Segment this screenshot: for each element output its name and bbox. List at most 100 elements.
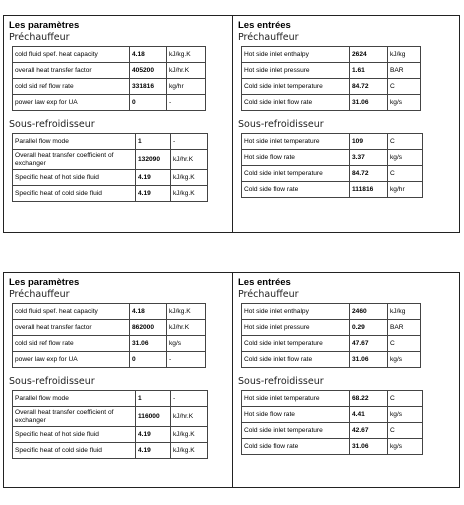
value-cell: 2460	[349, 303, 388, 320]
subcooler-table: Parallel flow mode 1- Overall heat transfe…	[12, 133, 208, 202]
value-cell: 862000	[129, 319, 167, 336]
value-cell: 0	[129, 94, 167, 111]
preheater-table: Hot side inlet enthalpy 2624 kJ/kg Hot side…	[241, 46, 421, 111]
value-cell: 111816	[349, 181, 388, 198]
unit-cell: C	[387, 390, 423, 407]
value-cell: 1	[135, 390, 171, 407]
section-title: Les paramètres	[9, 277, 80, 288]
value-cell: 4.41	[349, 406, 388, 423]
value-cell: 0.29	[349, 319, 388, 336]
unit-cell: kg/s	[387, 438, 423, 455]
group-title: Sous-refroidisseur	[9, 119, 95, 130]
label-cell: Cold side inlet temperature	[241, 422, 350, 439]
table-row: Parallel flow mode 1-	[12, 133, 208, 150]
label-cell: Cold side flow rate	[241, 438, 350, 455]
value-cell: 68.22	[349, 390, 388, 407]
inputs-section: Les entrées Préchauffeur Hot side inlet en…	[233, 273, 459, 487]
parameters-section: Les paramètres Préchauffeur cold fluid spe…	[4, 16, 233, 232]
value-cell: 47.67	[349, 335, 388, 352]
unit-cell: kJ/hr.K	[166, 62, 206, 79]
value-cell: 42.67	[349, 422, 388, 439]
label-cell: Overall heat transfer coefficient of exc…	[12, 149, 136, 170]
table-row: Cold side inlet temperature 42.67 C	[241, 422, 423, 439]
table-row: power law exp for UA 0-	[12, 94, 206, 111]
table-row: Hot side inlet enthalpy 2624 kJ/kg	[241, 46, 421, 63]
label-cell: Hot side flow rate	[241, 149, 350, 166]
unit-cell: kJ/hr.K	[170, 149, 208, 170]
label-cell: Cold side inlet temperature	[241, 165, 350, 182]
unit-cell: kg/s	[387, 406, 423, 423]
value-cell: 31.06	[349, 94, 388, 111]
unit-cell: C	[387, 422, 423, 439]
unit-cell: kg/s	[166, 335, 206, 352]
subcooler-table: Hot side inlet temperature 68.22 C Hot side…	[241, 390, 423, 455]
table-row: cold sid ref flow rate 331816 kg/hr	[12, 78, 206, 95]
label-cell: power law exp for UA	[12, 94, 130, 111]
value-cell: 109	[349, 133, 388, 150]
unit-cell: BAR	[387, 319, 421, 336]
parameters-section: Les paramètres Préchauffeur cold fluid spe…	[4, 273, 233, 487]
table-row: power law exp for UA 0-	[12, 351, 206, 368]
panel: Les paramètres Préchauffeur cold fluid spe…	[3, 272, 460, 488]
unit-cell: kJ/kg.K	[170, 169, 208, 186]
value-cell: 84.72	[349, 78, 388, 95]
label-cell: Specific heat of cold side fluid	[12, 185, 136, 202]
table-row: Hot side flow rate 4.41 kg/s	[241, 406, 423, 423]
value-cell: 0	[129, 351, 167, 368]
value-cell: 31.06	[129, 335, 167, 352]
unit-cell: kg/hr	[387, 181, 423, 198]
unit-cell: C	[387, 165, 423, 182]
table-row: Cold side inlet temperature 84.72 C	[241, 78, 421, 95]
table-row: Specific heat of hot side fluid 4.19 kJ/kg…	[12, 169, 208, 186]
preheater-table: cold fluid spef. heat capacity 4.18 kJ/kg.…	[12, 303, 206, 368]
table-row: Specific heat of hot side fluid 4.19 kJ/kg…	[12, 426, 208, 443]
group-title: Sous-refroidisseur	[238, 119, 324, 130]
unit-cell: kJ/hr.K	[166, 319, 206, 336]
table-row: Cold side flow rate 111816 kg/hr	[241, 181, 423, 198]
table-row: overall heat transfer factor 862000 kJ/hr.…	[12, 319, 206, 336]
label-cell: Specific heat of hot side fluid	[12, 426, 136, 443]
label-cell: Hot side inlet temperature	[241, 390, 350, 407]
unit-cell: -	[170, 390, 208, 407]
table-row: overall heat transfer factor 405200 kJ/hr.…	[12, 62, 206, 79]
unit-cell: BAR	[387, 62, 421, 79]
value-cell: 331816	[129, 78, 167, 95]
value-cell: 132090	[135, 149, 171, 170]
label-cell: Cold side inlet flow rate	[241, 351, 350, 368]
group-title: Sous-refroidisseur	[238, 376, 324, 387]
table-row: Specific heat of cold side fluid 4.19 kJ/k…	[12, 442, 208, 459]
table-row: Hot side inlet pressure 0.29 BAR	[241, 319, 421, 336]
value-cell: 31.06	[349, 438, 388, 455]
table-row: Cold side inlet temperature 84.72 C	[241, 165, 423, 182]
subcooler-table: Hot side inlet temperature 109 C Hot side f…	[241, 133, 423, 198]
preheater-table: cold fluid spef. heat capacity 4.18 kJ/kg.…	[12, 46, 206, 111]
unit-cell: -	[166, 94, 206, 111]
label-cell: cold fluid spef. heat capacity	[12, 303, 130, 320]
table-row: Cold side flow rate 31.06 kg/s	[241, 438, 423, 455]
table-row: Parallel flow mode 1-	[12, 390, 208, 407]
value-cell: 84.72	[349, 165, 388, 182]
value-cell: 4.19	[135, 185, 171, 202]
label-cell: Hot side inlet enthalpy	[241, 46, 350, 63]
value-cell: 4.19	[135, 442, 171, 459]
label-cell: Cold side inlet temperature	[241, 335, 350, 352]
table-row: Cold side inlet flow rate 31.06 kg/s	[241, 351, 421, 368]
table-row: cold sid ref flow rate 31.06 kg/s	[12, 335, 206, 352]
value-cell: 4.19	[135, 426, 171, 443]
label-cell: cold sid ref flow rate	[12, 335, 130, 352]
value-cell: 4.18	[129, 46, 167, 63]
label-cell: Hot side inlet enthalpy	[241, 303, 350, 320]
value-cell: 31.06	[349, 351, 388, 368]
section-title: Les entrées	[238, 277, 291, 288]
table-row: Overall heat transfer coefficient of exc…	[12, 149, 208, 170]
inputs-section: Les entrées Préchauffeur Hot side inlet en…	[233, 16, 459, 232]
table-row: Hot side inlet pressure 1.61 BAR	[241, 62, 421, 79]
group-title: Préchauffeur	[9, 32, 70, 43]
section-title: Les entrées	[238, 20, 291, 31]
unit-cell: kJ/kg.K	[170, 442, 208, 459]
label-cell: cold sid ref flow rate	[12, 78, 130, 95]
unit-cell: C	[387, 335, 421, 352]
unit-cell: kJ/kg	[387, 46, 421, 63]
group-title: Sous-refroidisseur	[9, 376, 95, 387]
label-cell: Cold side flow rate	[241, 181, 350, 198]
